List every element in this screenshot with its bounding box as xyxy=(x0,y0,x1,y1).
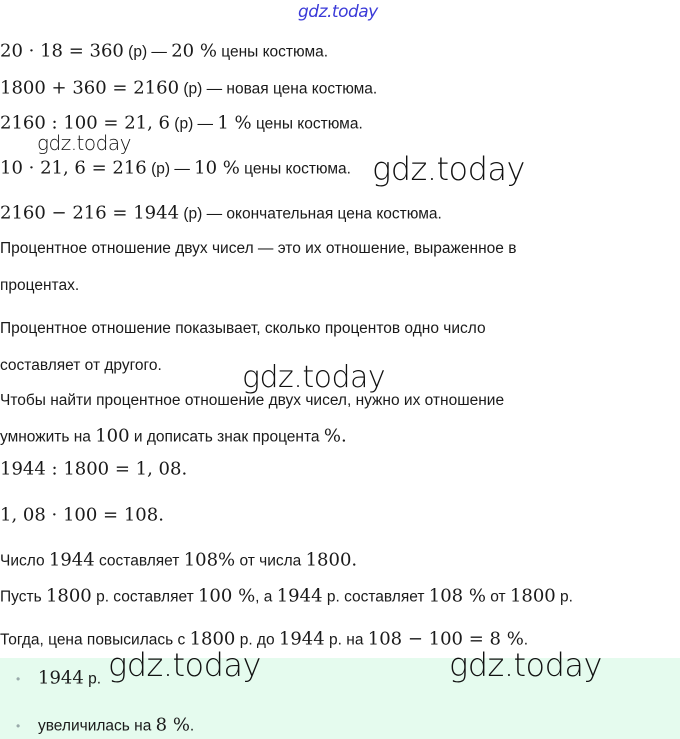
solution-line: 1800 + 360 = 2160 (р) — новая цена костю… xyxy=(0,78,377,101)
math-expression: 1944 xyxy=(278,628,325,650)
watermark: gdz.today xyxy=(449,646,602,684)
text-segment: р. составляет xyxy=(91,588,198,606)
math-expression: 108 % xyxy=(428,585,486,607)
text-segment: р. на xyxy=(324,631,368,649)
watermark: gdz.today xyxy=(108,646,261,684)
answer-item: 1944 р. xyxy=(38,668,101,691)
math-expression: 1944 : 1800 = 1, 08. xyxy=(0,458,188,480)
text-segment: и дописать знак процента xyxy=(129,428,324,446)
answer-item: увеличилась на 8 %. xyxy=(38,715,194,738)
solution-line: Процентное отношение двух чисел — это их… xyxy=(0,238,516,260)
solution-line: 10 · 21, 6 = 216 (р) — 10 % цены костюма… xyxy=(0,158,351,181)
watermark: gdz.today xyxy=(372,150,525,188)
solution-line: умножить на 100 и дописать знак процента… xyxy=(0,426,347,449)
solution-line: Число 1944 составляет 108% от числа 1800… xyxy=(0,550,357,573)
text-segment: цены костюма. xyxy=(251,115,363,133)
solution-line: процентах. xyxy=(0,275,79,297)
math-expression: 8 % xyxy=(155,714,190,736)
text-segment: (р) — xyxy=(123,43,172,61)
text-segment: (р) — xyxy=(146,160,195,178)
text-segment: (р) — новая цена костюма. xyxy=(179,80,378,98)
watermark: gdz.today xyxy=(298,2,378,22)
math-expression: 1944 xyxy=(48,549,95,571)
math-expression: 10 % xyxy=(194,157,240,179)
text-segment: . xyxy=(523,631,529,649)
bullet-icon: • xyxy=(16,719,21,733)
text-segment: Чтобы найти процентное отношение двух чи… xyxy=(0,392,505,409)
text-segment: процентах. xyxy=(0,277,80,294)
math-expression: 20 · 18 = 360 xyxy=(0,40,124,62)
text-segment: Число xyxy=(0,552,49,570)
solution-line: составляет от другого. xyxy=(0,355,162,377)
math-expression: 2160 : 100 = 21, 6 xyxy=(0,112,170,134)
text-segment: от числа xyxy=(235,552,306,570)
text-segment: , а xyxy=(255,588,277,606)
text-segment: увеличилась на xyxy=(38,717,156,735)
solution-line: 2160 − 216 = 1944 (р) — окончательная це… xyxy=(0,203,442,226)
watermark: gdz.today xyxy=(242,360,386,395)
math-expression: 1800 xyxy=(509,585,556,607)
solution-line: 1, 08 · 100 = 108. xyxy=(0,505,164,528)
math-expression: 1, 08 · 100 = 108. xyxy=(0,504,164,526)
text-segment: (р) — xyxy=(170,115,218,133)
text-segment: цены костюма. xyxy=(239,160,351,178)
text-segment: . xyxy=(189,717,195,735)
text-segment: от xyxy=(485,588,510,606)
answer-box xyxy=(0,658,680,739)
solution-line: Пусть 1800 р. составляет 100 %, а 1944 р… xyxy=(0,586,573,609)
text-segment: р. до xyxy=(235,631,279,649)
text-segment: р. xyxy=(555,588,573,606)
math-expression: %. xyxy=(323,425,347,447)
text-segment: составляет от другого. xyxy=(0,357,162,374)
text-segment: цены костюма. xyxy=(216,43,329,61)
math-expression: 1 % xyxy=(217,112,252,134)
text-segment: (р) — окончательная цена костюма. xyxy=(179,205,442,223)
math-expression: 100 xyxy=(95,425,130,447)
math-expression: 2160 − 216 = 1944 xyxy=(0,202,180,224)
math-expression: 1800 xyxy=(189,628,236,650)
solution-line: Тогда, цена повысилась с 1800 р. до 1944… xyxy=(0,629,528,652)
text-segment: умножить на xyxy=(0,428,96,446)
math-expression: 20 % xyxy=(171,40,217,62)
text-segment: Процентное отношение двух чисел — это их… xyxy=(0,240,517,257)
text-segment: р. xyxy=(83,670,102,688)
math-expression: 1800 + 360 = 2160 xyxy=(0,77,180,99)
math-expression: 108 − 100 = 8 % xyxy=(367,628,524,650)
math-expression: 1944 xyxy=(276,585,323,607)
math-expression: 1800 xyxy=(45,585,92,607)
solution-line: 2160 : 100 = 21, 6 (р) — 1 % цены костюм… xyxy=(0,113,363,136)
solution-line: 1944 : 1800 = 1, 08. xyxy=(0,459,187,482)
text-segment: Процентное отношение показывает, сколько… xyxy=(0,320,486,337)
math-expression: 1800. xyxy=(305,549,358,571)
solution-line: 20 · 18 = 360 (р) — 20 % цены костюма. xyxy=(0,41,328,64)
math-expression: 108% xyxy=(183,549,236,571)
math-expression: 100 % xyxy=(197,585,256,607)
math-expression: 1944 xyxy=(38,667,84,689)
solution-line: Чтобы найти процентное отношение двух чи… xyxy=(0,390,504,412)
solution-line: Процентное отношение показывает, сколько… xyxy=(0,318,486,340)
math-expression: 10 · 21, 6 = 216 xyxy=(0,157,147,179)
text-segment: р. составляет xyxy=(322,588,429,606)
text-segment: составляет xyxy=(94,552,184,570)
watermark: gdz.today xyxy=(37,131,131,155)
bullet-icon: • xyxy=(16,672,21,686)
text-segment: Тогда, цена повысилась с xyxy=(0,631,190,649)
text-segment: Пусть xyxy=(0,588,46,606)
